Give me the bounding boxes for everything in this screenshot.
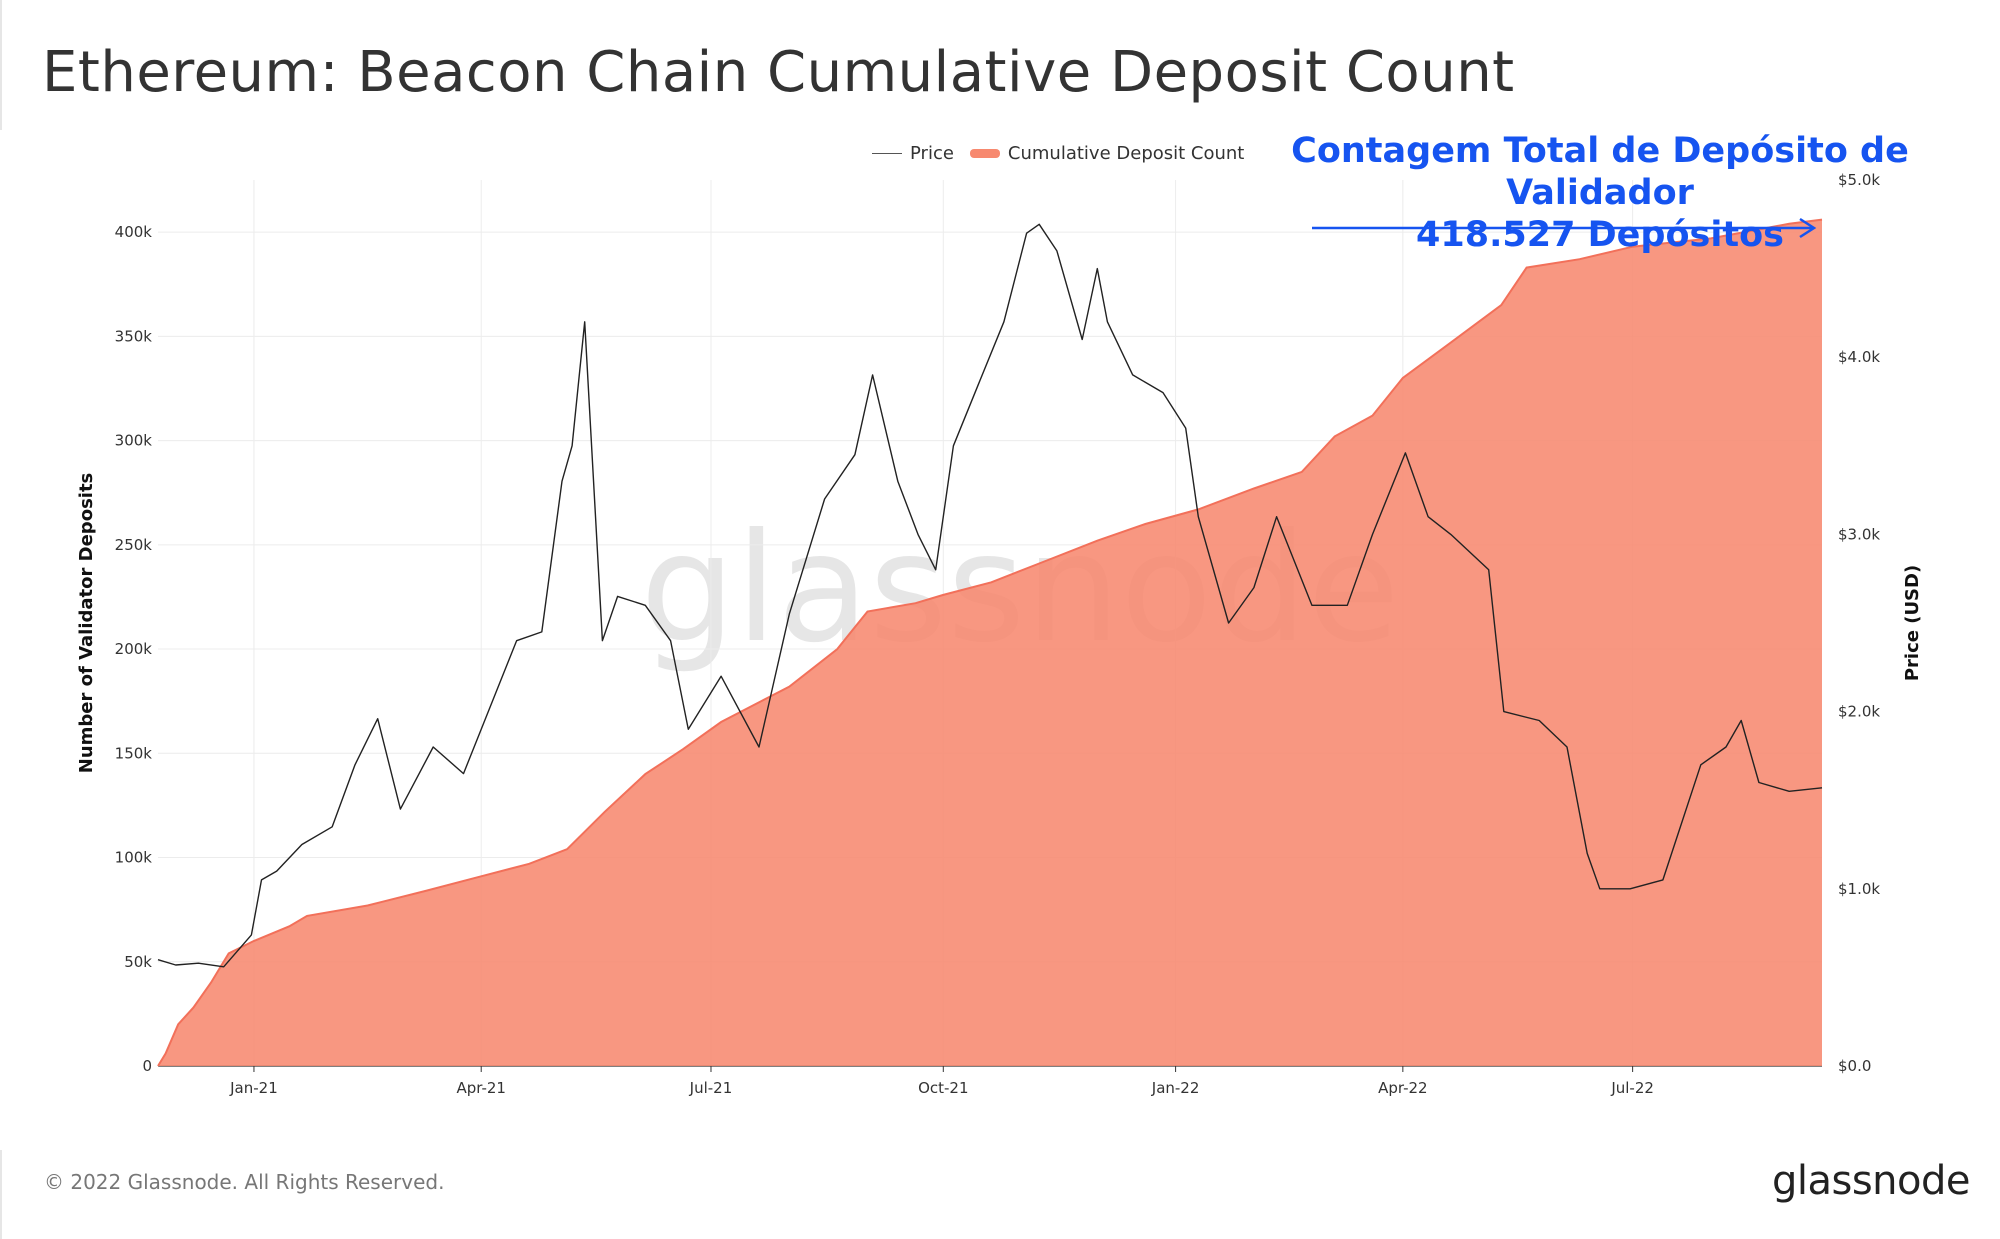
deposit-area xyxy=(158,219,1822,1067)
left-tick-label: 50k xyxy=(124,953,152,971)
right-tick-label: $1.0k xyxy=(1838,880,1880,898)
left-tick-label: 200k xyxy=(115,640,153,658)
frame-edge-top xyxy=(0,0,2,130)
x-tick-label: Jan-21 xyxy=(229,1079,278,1097)
legend-deposits-swatch xyxy=(969,149,1000,158)
right-axis-title: Price (USD) xyxy=(1902,565,1923,681)
brand-logo: glassnode xyxy=(1771,1158,1971,1204)
legend: Price Cumulative Deposit Count xyxy=(872,143,1260,164)
left-tick-label: 350k xyxy=(115,327,153,345)
left-tick-label: 300k xyxy=(115,432,153,450)
price-line xyxy=(157,223,1823,968)
legend-item-deposits[interactable]: Cumulative Deposit Count xyxy=(969,143,1245,164)
left-tick-label: 150k xyxy=(115,744,153,762)
right-tick-label: $5.0k xyxy=(1838,171,1880,189)
x-tick-label: Jul-21 xyxy=(689,1079,733,1097)
x-axis-ticks: Jan-21 Apr-21 Jul-21 Oct-21 Jan-22 Apr-22 Jul-… xyxy=(229,1066,1654,1097)
legend-item-price[interactable]: Price xyxy=(872,143,954,164)
x-tick-label: Apr-21 xyxy=(456,1079,506,1097)
copyright: © 2022 Glassnode. All Rights Reserved. xyxy=(44,1170,445,1194)
annotation-line-1: Contagem Total de Depósito de Validador xyxy=(1291,131,1909,213)
right-axis-ticks: $0.0 $1.0k $2.0k $3.0k $4.0k $5.0k xyxy=(1838,171,1880,1075)
left-tick-label: 250k xyxy=(115,536,153,554)
x-tick-label: Jan-22 xyxy=(1151,1079,1200,1097)
right-tick-label: $3.0k xyxy=(1838,525,1880,543)
chart-title: Ethereum: Beacon Chain Cumulative Deposi… xyxy=(42,40,1515,105)
frame-edge-bottom xyxy=(0,1150,2,1239)
right-tick-label: $0.0 xyxy=(1838,1057,1871,1075)
left-axis-title: Number of Validator Deposits xyxy=(76,473,97,774)
x-tick-label: Oct-21 xyxy=(918,1079,968,1097)
x-tick-label: Apr-22 xyxy=(1378,1079,1428,1097)
annotation-line-2: 418.527 Depósitos xyxy=(1416,215,1784,255)
annotation: Contagem Total de Depósito de Validador … xyxy=(1250,130,1950,256)
legend-deposits-label: Cumulative Deposit Count xyxy=(1007,143,1245,164)
right-tick-label: $4.0k xyxy=(1838,348,1880,366)
annotation-arrow xyxy=(1312,217,1817,239)
left-tick-label: 100k xyxy=(115,849,153,867)
left-axis-ticks: 0 50k 100k 150k 200k 250k 300k 350k 400k xyxy=(115,223,153,1075)
left-tick-label: 0 xyxy=(142,1057,152,1075)
left-tick-label: 400k xyxy=(115,223,153,241)
right-tick-label: $2.0k xyxy=(1838,703,1880,721)
legend-price-label: Price xyxy=(910,143,954,164)
deposit-area-edge xyxy=(157,218,1823,1067)
legend-price-swatch xyxy=(872,153,902,154)
x-tick-label: Jul-22 xyxy=(1610,1079,1654,1097)
